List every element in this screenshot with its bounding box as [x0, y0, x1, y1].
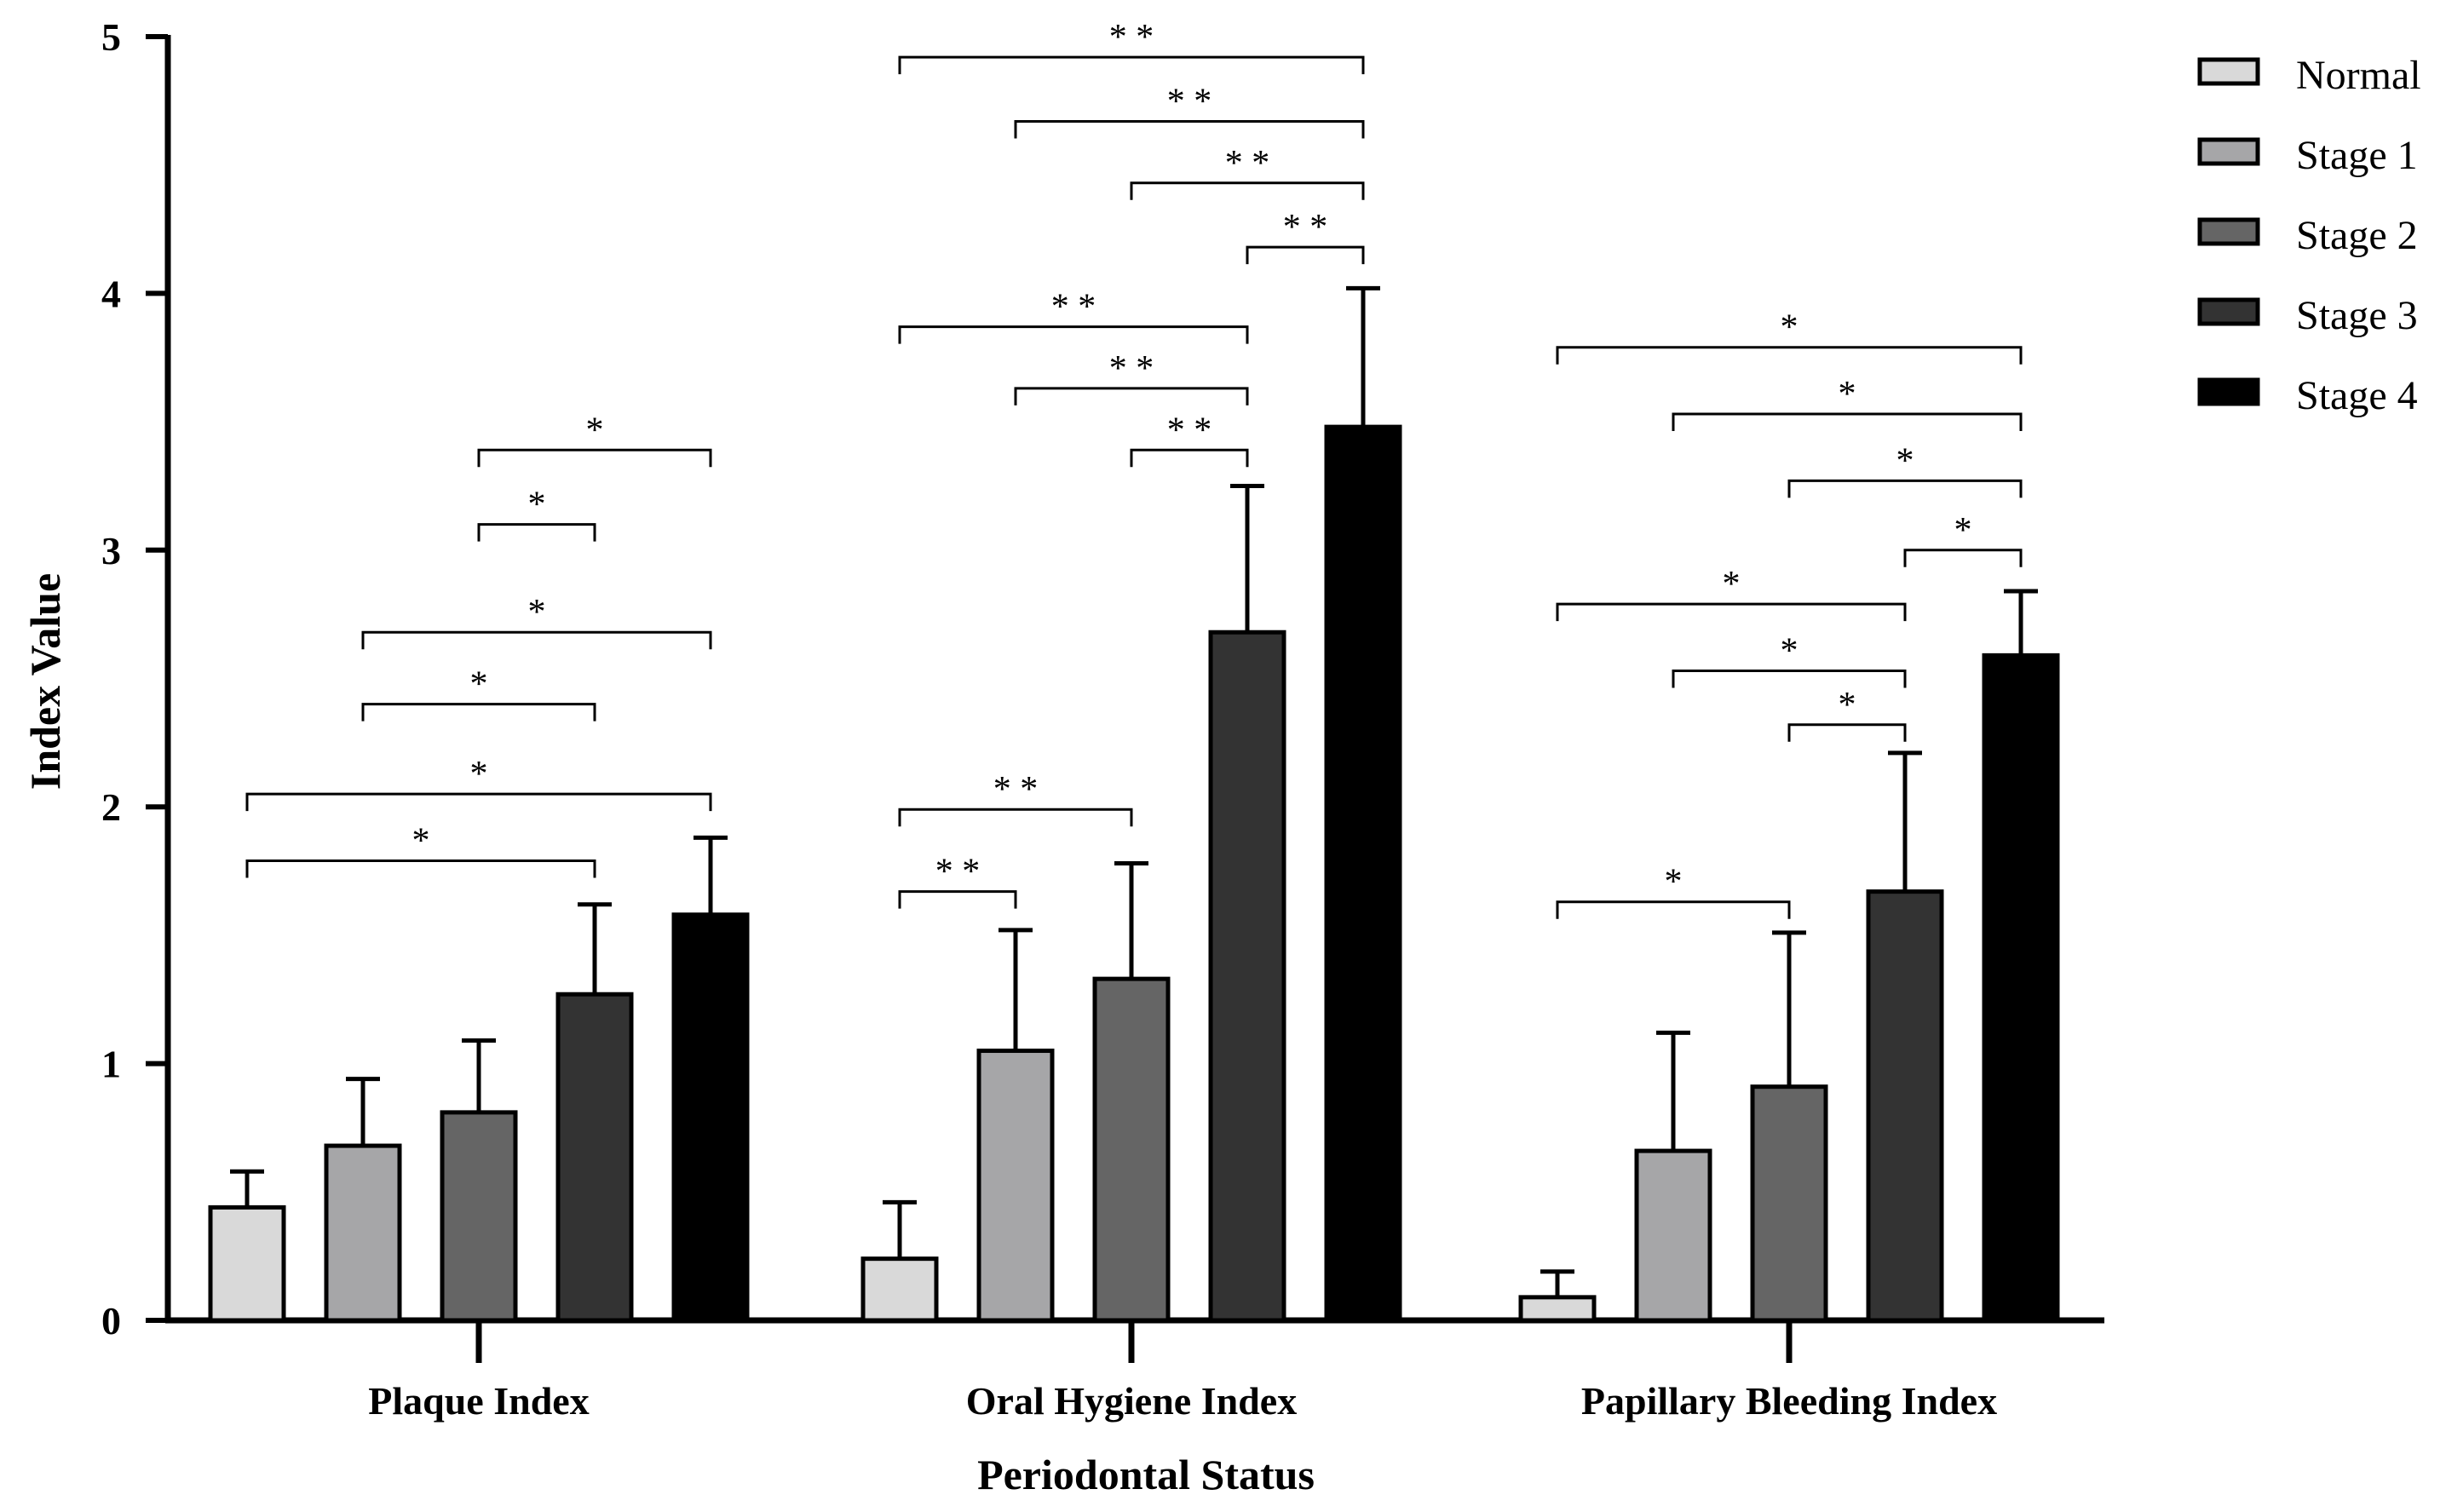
- significance-bracket: [1130, 448, 1249, 468]
- significance-label: *: [1896, 441, 1914, 480]
- significance-brackets: * * * * * * * * * * * * * * * * * * * * * * * * * * * * * * *…: [245, 18, 2023, 919]
- significance-label: * *: [1109, 349, 1154, 388]
- bar: [1208, 630, 1286, 1323]
- bar: [1634, 1148, 1712, 1323]
- bar: [1518, 1295, 1597, 1323]
- legend-swatch: [2197, 297, 2260, 326]
- significance-bracket: [1556, 346, 2023, 365]
- significance-bracket: [898, 55, 1365, 75]
- significance-label: *: [586, 411, 604, 450]
- significance-label: *: [470, 755, 488, 794]
- significance-label: *: [470, 665, 488, 704]
- legend-swatch: [2197, 377, 2260, 406]
- significance-label: *: [1954, 511, 1972, 550]
- significance-bracket: [898, 890, 1017, 909]
- bar: [1750, 1084, 1828, 1323]
- y-axis: 0 1 2 3 4 5: [101, 15, 171, 1342]
- significance-label: * *: [1167, 82, 1212, 121]
- legend-label: Stage 3: [2296, 293, 2418, 338]
- significance-label: *: [528, 486, 546, 525]
- significance-bracket: [1130, 181, 1365, 200]
- significance-label: * *: [993, 770, 1039, 809]
- significance-bracket: [1556, 602, 1907, 622]
- significance-bracket: [1014, 387, 1249, 405]
- bar: [976, 1049, 1055, 1323]
- significance-label: *: [1781, 308, 1799, 348]
- bar: [324, 1143, 402, 1323]
- significance-bracket: [898, 325, 1249, 344]
- significance-bracket: [1672, 412, 2023, 432]
- y-tick-label: 0: [101, 1299, 121, 1342]
- significance-bracket: [361, 703, 596, 722]
- bar: [860, 1256, 939, 1323]
- legend-swatch: [2197, 57, 2260, 86]
- significance-label: *: [528, 593, 546, 632]
- legend-swatch: [2197, 137, 2260, 166]
- significance-bracket: [1787, 723, 1907, 742]
- legend-label: Stage 2: [2296, 213, 2418, 258]
- bar: [1866, 889, 1944, 1323]
- significance-bracket: [245, 859, 596, 878]
- x-axis: Plaque Index Oral Hygiene Index Papillary …: [165, 1317, 2104, 1423]
- significance-label: * *: [1225, 144, 1270, 183]
- significance-bracket: [898, 808, 1133, 827]
- legend-swatch: [2197, 217, 2260, 246]
- y-axis-title: Index Value: [21, 573, 69, 790]
- x-category-label: Plaque Index: [368, 1379, 589, 1423]
- significance-label: * *: [935, 853, 981, 892]
- y-tick-label: 3: [101, 529, 121, 572]
- y-tick-label: 1: [101, 1043, 121, 1086]
- significance-label: * *: [1109, 18, 1154, 57]
- significance-label: *: [412, 821, 430, 860]
- y-tick-label: 4: [101, 272, 121, 315]
- bar: [1092, 976, 1171, 1323]
- significance-bracket: [1672, 669, 1907, 688]
- bar: [208, 1204, 286, 1323]
- x-axis-title: Periodontal Status: [977, 1451, 1315, 1498]
- legend-label: Stage 4: [2296, 373, 2418, 418]
- significance-bracket: [361, 630, 712, 650]
- significance-label: *: [1665, 863, 1683, 902]
- significance-bracket: [1903, 549, 2023, 567]
- significance-label: * *: [1051, 288, 1096, 327]
- bars: [208, 424, 2060, 1323]
- bar: [1982, 653, 2060, 1323]
- bar: [440, 1110, 518, 1323]
- significance-bracket: [245, 792, 712, 812]
- x-category-label: Papillary Bleeding Index: [1581, 1379, 1997, 1423]
- error-bars: [230, 285, 2038, 1297]
- significance-bracket: [1556, 900, 1791, 919]
- bar: [555, 992, 634, 1323]
- significance-bracket: [1246, 245, 1365, 265]
- bar: [671, 912, 750, 1323]
- significance-label: * *: [1167, 411, 1212, 450]
- legend-label: Stage 1: [2296, 133, 2418, 178]
- bar: [1324, 424, 1402, 1323]
- x-category-label: Oral Hygiene Index: [966, 1379, 1297, 1423]
- significance-bracket: [1787, 479, 2023, 498]
- significance-label: * *: [1283, 208, 1328, 247]
- y-tick-label: 2: [101, 785, 121, 829]
- legend: Normal Stage 1 Stage 2 Stage 3 Stage 4: [2197, 53, 2421, 418]
- significance-label: *: [1781, 631, 1799, 670]
- significance-label: *: [1839, 686, 1856, 725]
- significance-bracket: [1014, 119, 1365, 139]
- significance-bracket: [477, 523, 596, 542]
- significance-label: *: [1723, 565, 1741, 604]
- significance-label: *: [1839, 375, 1856, 414]
- significance-bracket: [477, 448, 712, 468]
- legend-label: Normal: [2296, 53, 2421, 98]
- y-tick-label: 5: [101, 15, 121, 59]
